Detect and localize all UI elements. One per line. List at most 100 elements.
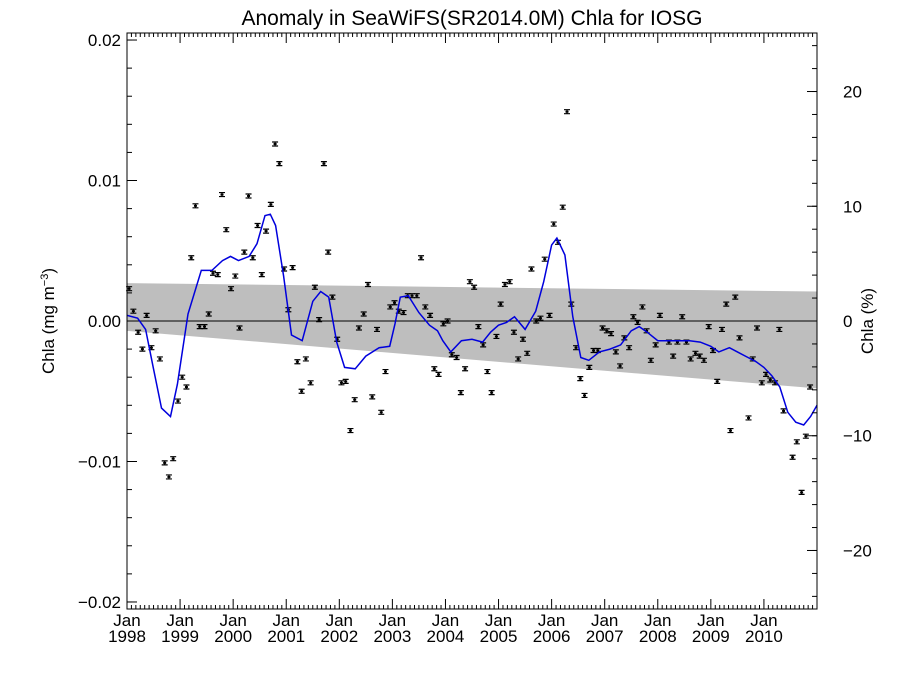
x-tick-label-year: 2006 xyxy=(533,627,571,646)
x-tick-label-year: 2005 xyxy=(480,627,518,646)
x-tick-label-year: 2000 xyxy=(214,627,252,646)
data-point xyxy=(807,384,814,390)
data-point xyxy=(360,311,367,317)
y-axis-right: 20 10 0 −10 −20 xyxy=(807,45,872,597)
x-tick-label-month: Jan xyxy=(219,611,246,630)
data-point xyxy=(400,309,407,316)
data-point xyxy=(351,397,358,403)
data-point xyxy=(165,474,172,480)
data-point xyxy=(435,371,442,377)
data-point xyxy=(630,314,637,320)
y-left-tick-label: −0.02 xyxy=(78,593,121,612)
data-point xyxy=(488,390,495,396)
data-point xyxy=(705,324,712,330)
data-point xyxy=(789,454,796,460)
data-point xyxy=(506,279,513,285)
x-tick-label-month: Jan xyxy=(644,611,671,630)
data-point xyxy=(599,325,606,331)
data-point xyxy=(431,366,438,372)
x-tick-label-year: 1998 xyxy=(108,627,146,646)
data-point xyxy=(289,265,296,271)
data-point xyxy=(700,357,707,363)
x-tick-label-month: Jan xyxy=(273,611,300,630)
y-axis-label-left-sup: −3 xyxy=(39,274,51,287)
y-axis-label-left-close: ) xyxy=(39,268,58,274)
x-tick-label-month: Jan xyxy=(166,611,193,630)
x-tick-label-month: Jan xyxy=(379,611,406,630)
data-point xyxy=(475,324,482,330)
x-tick-label-month: Jan xyxy=(326,611,353,630)
data-point xyxy=(802,433,809,439)
data-point xyxy=(249,255,256,261)
data-point xyxy=(232,273,239,279)
data-point xyxy=(192,203,199,209)
data-point xyxy=(298,388,305,394)
data-point xyxy=(639,304,646,310)
x-tick-label-month: Jan xyxy=(591,611,618,630)
data-points-layer xyxy=(126,109,814,495)
trend-band-layer xyxy=(127,283,817,389)
data-point xyxy=(130,308,137,314)
data-point xyxy=(550,221,557,227)
data-point xyxy=(754,325,761,331)
x-tick-label-month: Jan xyxy=(432,611,459,630)
data-point xyxy=(537,315,544,321)
data-point xyxy=(427,312,434,318)
data-point xyxy=(258,272,265,278)
data-point xyxy=(228,286,235,292)
y-right-tick-label: −20 xyxy=(843,541,872,560)
data-point xyxy=(143,312,150,318)
data-point xyxy=(462,366,469,372)
data-point xyxy=(634,319,641,326)
y-axis-left: 0.02 0.01 0.00 −0.01 −0.02 xyxy=(78,31,137,612)
data-point xyxy=(413,293,420,299)
data-point xyxy=(325,249,332,255)
data-point xyxy=(152,328,159,334)
data-point xyxy=(612,349,619,355)
data-point xyxy=(422,304,429,310)
data-point xyxy=(267,201,274,207)
data-point xyxy=(687,356,694,362)
x-axis: Jan1998Jan1999Jan2000Jan2001Jan2002Jan20… xyxy=(108,33,814,646)
x-tick-label-month: Jan xyxy=(485,611,512,630)
x-tick-label-month: Jan xyxy=(538,611,565,630)
data-point xyxy=(466,279,473,285)
data-point xyxy=(745,415,752,421)
data-point xyxy=(736,335,743,341)
data-point xyxy=(780,408,787,414)
x-tick-label-year: 2010 xyxy=(745,627,783,646)
data-point xyxy=(528,266,535,272)
data-point xyxy=(338,380,345,386)
y-right-tick-label: 0 xyxy=(843,312,852,331)
data-point xyxy=(223,227,230,233)
data-point xyxy=(448,352,455,358)
x-tick-label-year: 2002 xyxy=(320,627,358,646)
data-point xyxy=(603,328,610,334)
y-axis-label-left-main: Chla (mg m xyxy=(39,286,58,374)
y-left-tick-label: 0.01 xyxy=(88,172,121,191)
data-point xyxy=(457,390,464,396)
x-tick-label-year: 2003 xyxy=(373,627,411,646)
data-point xyxy=(497,301,504,307)
data-point xyxy=(214,272,221,278)
x-tick-label-year: 2004 xyxy=(427,627,465,646)
x-tick-label-year: 2009 xyxy=(692,627,730,646)
data-point xyxy=(493,333,500,340)
data-point xyxy=(329,294,336,300)
data-point xyxy=(320,161,327,167)
data-point xyxy=(444,318,451,324)
data-point xyxy=(378,409,385,415)
data-point xyxy=(647,357,654,363)
data-point xyxy=(170,456,177,462)
y-left-tick-label: 0.02 xyxy=(88,31,121,50)
data-point xyxy=(577,376,584,382)
x-tick-label-month: Jan xyxy=(697,611,724,630)
data-point xyxy=(205,311,212,317)
data-point xyxy=(188,255,195,261)
data-point xyxy=(342,378,349,385)
data-point xyxy=(732,294,739,300)
data-point xyxy=(533,318,540,324)
data-point xyxy=(311,284,318,290)
data-point xyxy=(581,392,588,399)
